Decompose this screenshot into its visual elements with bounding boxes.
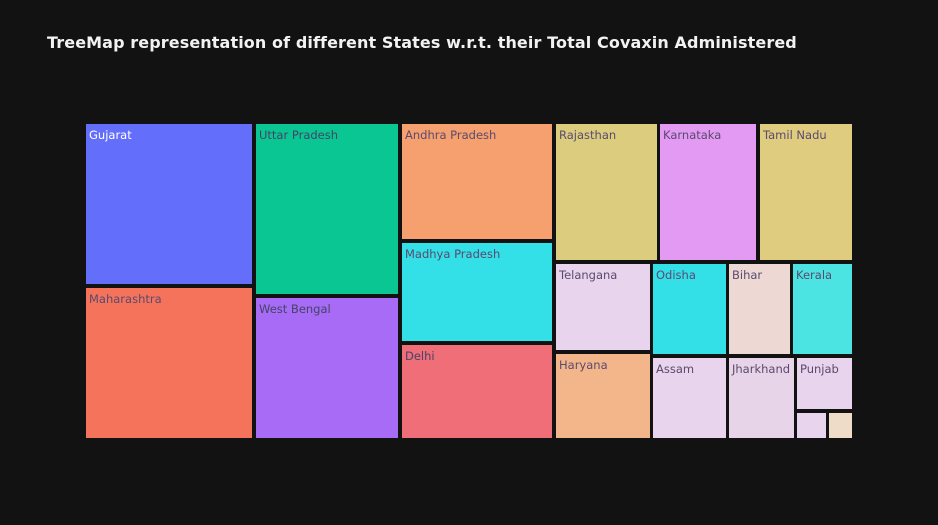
treemap-tile-label: Gujarat (89, 128, 132, 142)
chart-title: TreeMap representation of different Stat… (47, 33, 797, 52)
treemap-tile-label: Haryana (559, 358, 608, 372)
treemap-tile-label: Tamil Nadu (762, 128, 827, 142)
treemap-tile[interactable] (653, 264, 726, 354)
treemap-tile[interactable] (556, 354, 650, 438)
treemap-tile[interactable] (760, 124, 852, 260)
treemap-tile[interactable] (729, 358, 794, 438)
treemap-tile-label: Bihar (732, 268, 762, 282)
treemap-tile[interactable] (556, 124, 657, 260)
treemap-tile[interactable] (653, 358, 726, 438)
treemap-tile-label: Kerala (796, 268, 832, 282)
treemap-tile-label: Assam (656, 362, 694, 376)
treemap-tile[interactable] (797, 358, 852, 409)
treemap-tile[interactable] (256, 298, 398, 438)
treemap-tile[interactable] (402, 243, 552, 341)
treemap-tile-label: Jharkhand (731, 362, 790, 376)
treemap-tiles: Gujarat Maharashtra Uttar Pradesh West Beng… (86, 124, 852, 438)
treemap-tile-label: Uttar Pradesh (259, 128, 338, 142)
treemap-tile-label: Odisha (656, 268, 696, 282)
treemap-tile-label: Delhi (405, 349, 435, 363)
treemap-tile-label: West Bengal (259, 302, 331, 316)
treemap-tile[interactable] (256, 124, 398, 294)
treemap-tile-label: Maharashtra (89, 292, 162, 306)
treemap-tile-label: Telangana (558, 268, 617, 282)
treemap-tile[interactable] (556, 264, 650, 350)
treemap-tile[interactable] (402, 124, 552, 239)
treemap-tile[interactable] (86, 124, 252, 284)
treemap-tile-label: Karnataka (663, 128, 721, 142)
treemap-tile-label: Rajasthan (559, 128, 616, 142)
treemap-tile-label: Madhya Pradesh (405, 247, 500, 261)
treemap-tile[interactable] (793, 264, 852, 354)
treemap-tile-label: Andhra Pradesh (405, 128, 496, 142)
treemap-tile[interactable] (402, 345, 552, 438)
treemap-tile-label: Punjab (800, 362, 839, 376)
treemap-tile[interactable] (86, 288, 252, 438)
treemap-tile[interactable] (797, 413, 826, 438)
treemap-tile[interactable] (829, 413, 852, 438)
treemap-tile[interactable] (729, 264, 790, 354)
treemap-tile[interactable] (660, 124, 756, 260)
